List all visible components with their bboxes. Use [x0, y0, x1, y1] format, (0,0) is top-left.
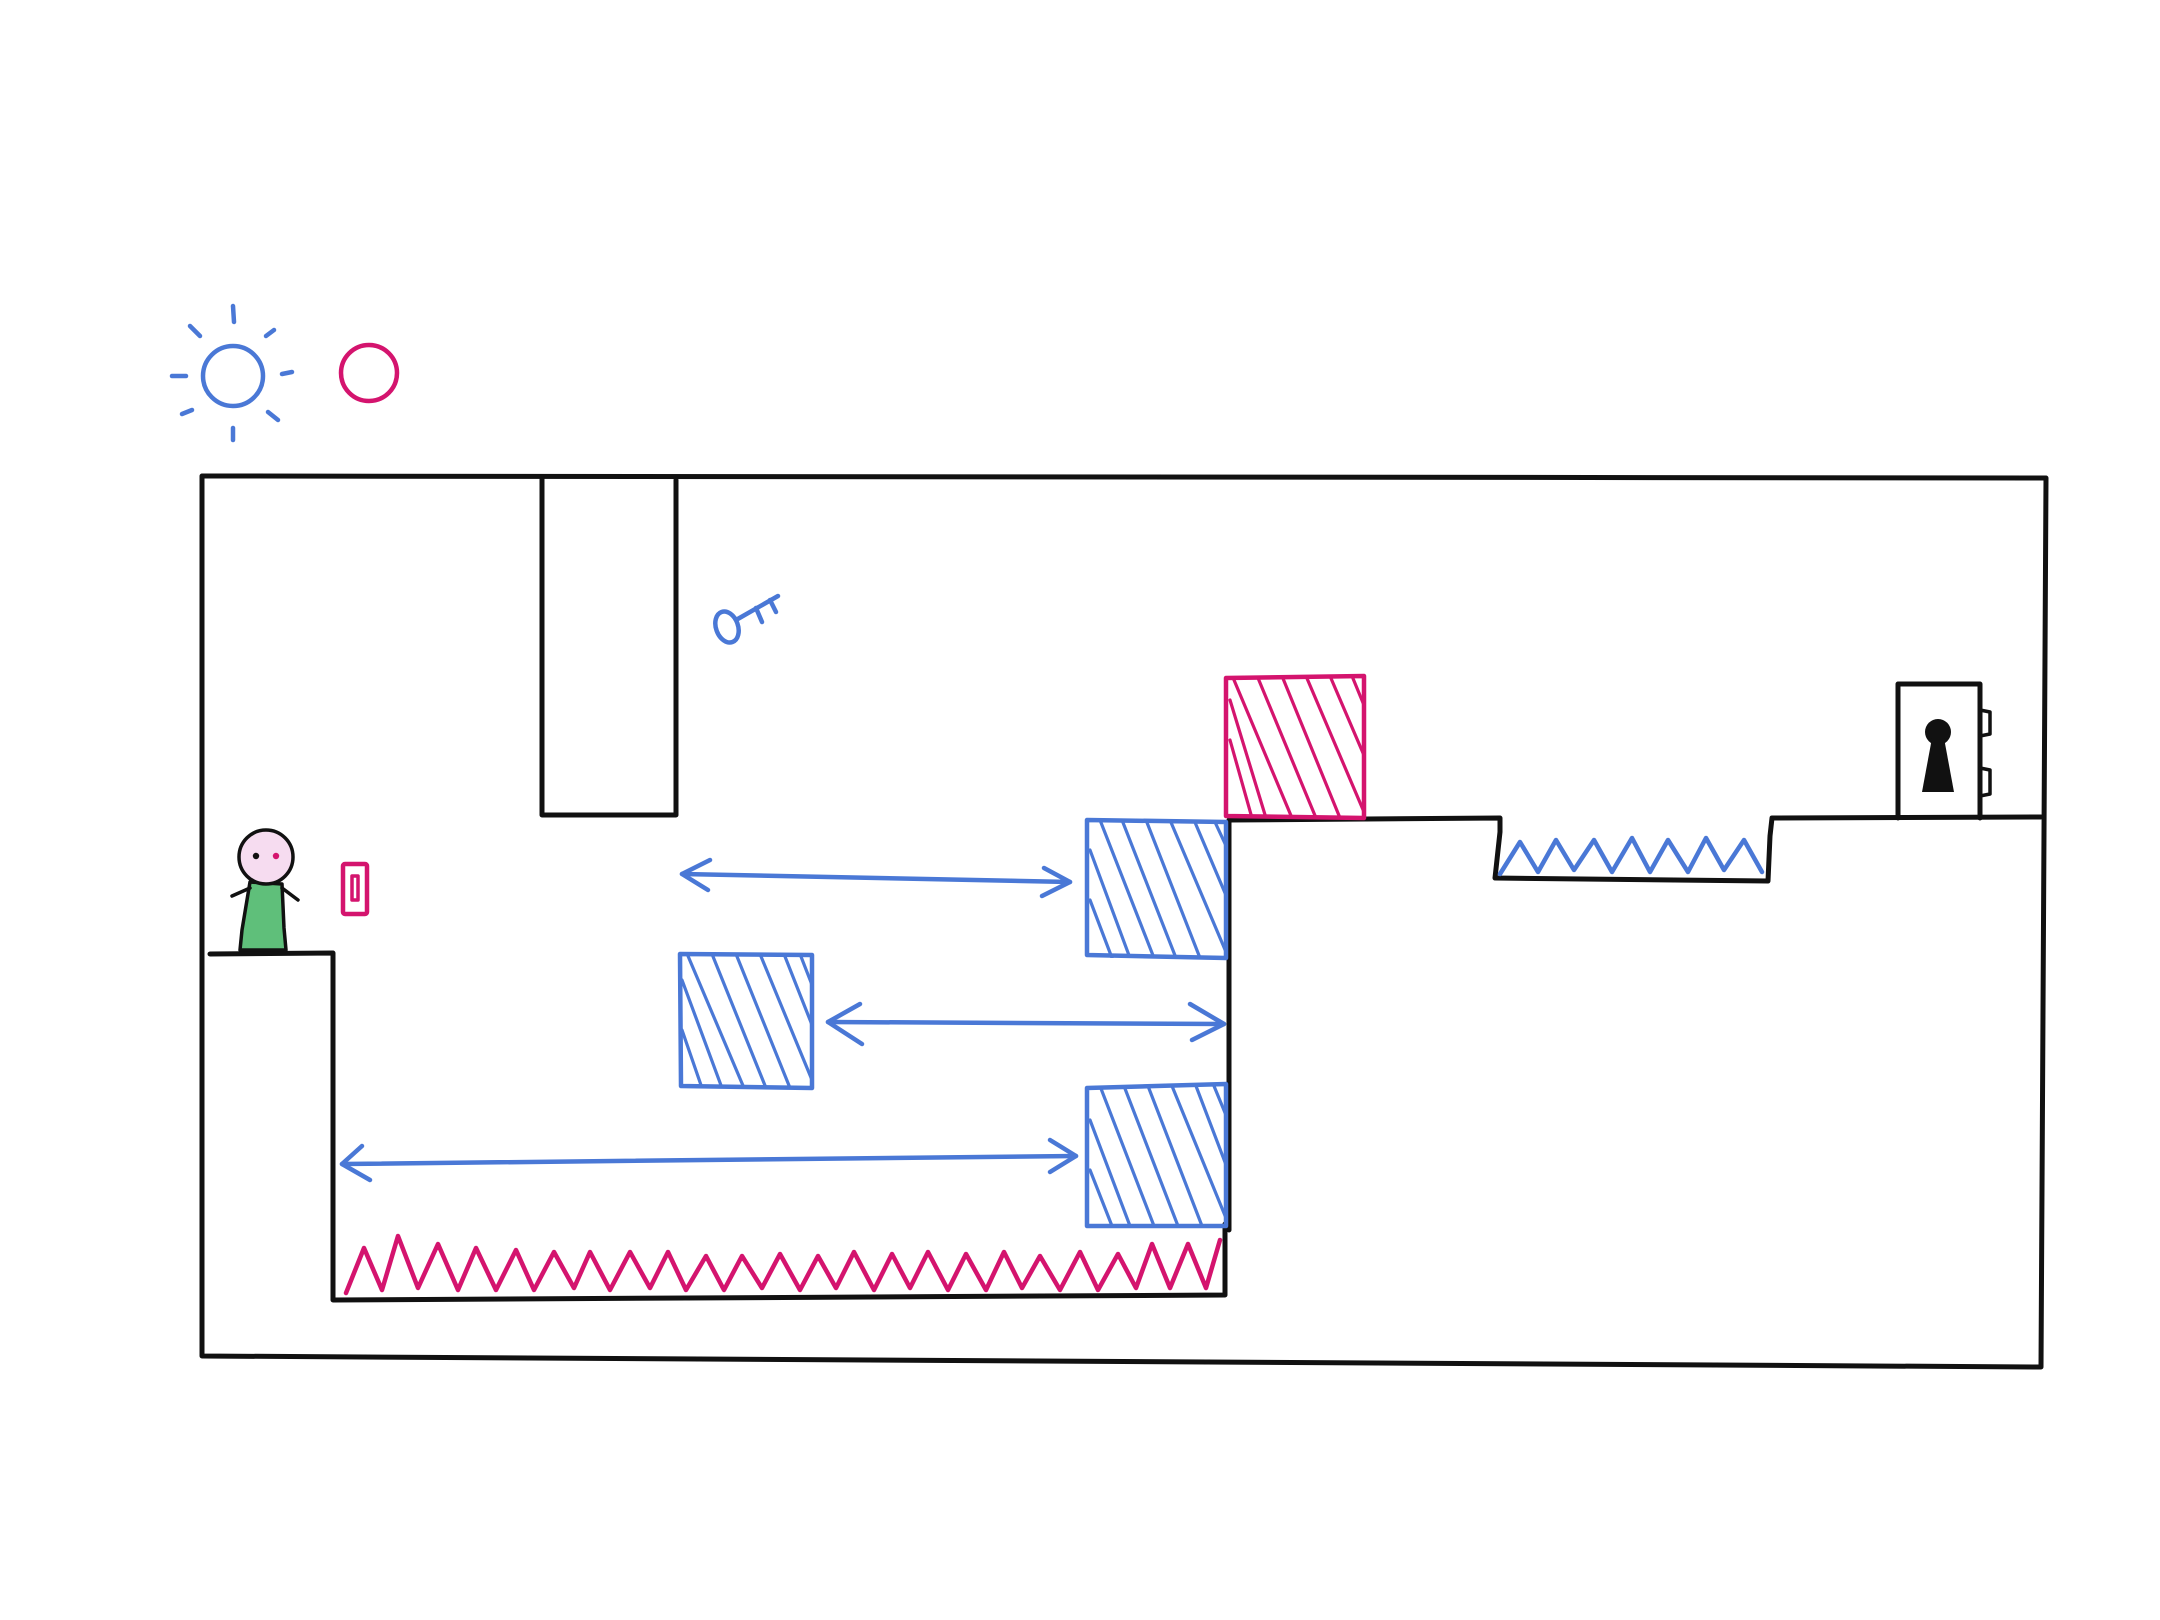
player-body — [238, 880, 288, 952]
blue-key-icon[interactable] — [711, 593, 781, 646]
player-head — [237, 828, 295, 886]
inactive-color-indicator[interactable] — [338, 342, 400, 404]
magenta-toggle-switch[interactable] — [340, 861, 370, 917]
level-outer-frame — [199, 473, 2049, 1370]
magenta-spike-pit — [343, 1233, 1223, 1296]
right-plateau — [1226, 814, 2044, 1233]
motion-arrow-middle — [825, 1001, 1227, 1047]
magenta-circle-icon — [338, 342, 400, 404]
blue-spike-pit — [1497, 835, 1765, 877]
motion-arrow-top — [679, 857, 1073, 899]
blue-moving-block-bottom — [1084, 1081, 1229, 1229]
player-eye-left — [252, 852, 260, 860]
player-eye-right — [272, 852, 280, 860]
locked-door[interactable] — [1895, 681, 1992, 821]
player-character[interactable] — [230, 828, 300, 952]
magenta-crate — [1223, 673, 1367, 821]
blue-sun-icon — [169, 303, 295, 443]
keyhole-icon — [1922, 719, 1954, 792]
motion-arrow-bottom — [339, 1137, 1079, 1183]
ceiling-pillar — [539, 475, 679, 818]
blue-moving-block-top — [1084, 817, 1229, 961]
blue-moving-block-middle — [677, 951, 815, 1091]
start-ledge — [207, 950, 1228, 1303]
active-color-indicator[interactable] — [169, 303, 295, 443]
